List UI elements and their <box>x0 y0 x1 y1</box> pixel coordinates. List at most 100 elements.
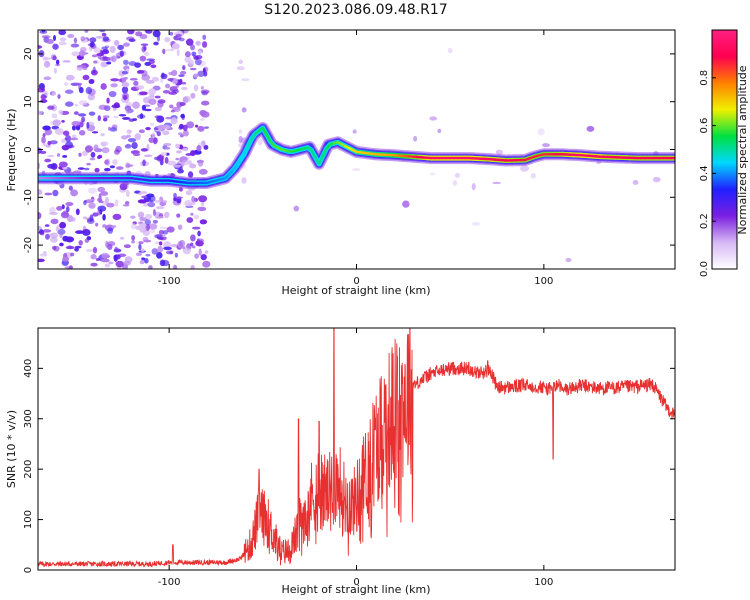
y-tick-label: 200 <box>23 460 34 479</box>
noise-blob <box>58 30 66 36</box>
noise-blob <box>174 196 184 199</box>
noise-blob <box>89 157 96 161</box>
y-tick-label: 100 <box>23 510 34 529</box>
noise-blob <box>121 92 129 100</box>
noise-blob <box>93 60 98 64</box>
noise-blob <box>52 119 61 127</box>
noise-blob <box>42 142 48 147</box>
y-tick-label: -10 <box>23 189 34 205</box>
noise-blob <box>139 191 148 194</box>
noise-blob <box>182 65 186 71</box>
ridge-core-segment <box>317 154 324 166</box>
noise-blob <box>57 153 61 157</box>
noise-blob <box>38 258 45 263</box>
noise-blob <box>123 59 129 66</box>
noise-blob <box>52 55 57 61</box>
noise-blob <box>116 56 121 59</box>
noise-blob <box>137 199 147 204</box>
colorbar-ticks: 0.0 0.2 0.4 0.6 0.8 <box>699 70 716 277</box>
noise-blob <box>179 123 184 130</box>
noise-blob <box>114 199 119 207</box>
noise-blob <box>131 234 135 241</box>
noise-blob <box>121 81 130 88</box>
noise-blob <box>177 224 183 230</box>
noise-blob <box>86 122 90 129</box>
noise-blob <box>190 92 196 99</box>
noise-blob <box>130 223 137 230</box>
noise-blob <box>176 150 182 154</box>
ridge-core-segment <box>242 145 250 156</box>
noise-blob <box>168 71 173 76</box>
noise-blob <box>79 121 84 128</box>
colorbar-tick-label: 0.4 <box>699 165 710 181</box>
noise-blob <box>91 131 99 134</box>
noise-blob <box>44 158 52 163</box>
noise-blob <box>102 36 110 42</box>
noise-blob <box>121 116 131 120</box>
noise-blob <box>95 222 99 227</box>
noise-blob <box>204 250 209 254</box>
noise-blob <box>65 74 75 81</box>
noise-blob <box>135 31 143 37</box>
noise-blob <box>71 134 77 139</box>
noise-blob <box>83 200 87 206</box>
noise-blob <box>47 105 55 110</box>
noise-blob <box>537 128 545 136</box>
noise-blob <box>59 221 67 229</box>
noise-blob <box>101 46 108 50</box>
noise-blob <box>81 116 86 123</box>
noise-blob <box>156 215 164 219</box>
noise-blob <box>148 223 158 230</box>
noise-blob <box>78 240 83 246</box>
noise-blob <box>163 241 172 249</box>
noise-blob <box>61 119 65 123</box>
noise-blob <box>88 187 97 194</box>
snr-background <box>38 328 675 570</box>
noise-blob <box>92 212 99 217</box>
noise-blob <box>186 121 195 129</box>
noise-blob <box>108 90 117 98</box>
noise-blob <box>492 181 502 185</box>
noise-blob <box>146 58 156 61</box>
noise-blob <box>109 45 116 54</box>
noise-blob <box>126 129 132 134</box>
noise-blob <box>130 215 136 219</box>
noise-blob <box>49 232 59 239</box>
noise-blob <box>38 212 42 220</box>
noise-blob <box>163 142 172 147</box>
noise-blob <box>193 84 199 92</box>
noise-blob <box>97 154 103 159</box>
noise-blob <box>90 151 96 158</box>
noise-blob <box>126 134 131 138</box>
y-tick-label: 20 <box>23 48 34 61</box>
noise-blob <box>73 111 79 115</box>
noise-blob <box>66 205 70 213</box>
snr-x-label: Height of straight line (km) <box>281 583 430 596</box>
noise-blob <box>164 211 170 218</box>
snr-x-axis: -100 0 100 <box>158 328 553 588</box>
noise-blob <box>62 235 69 242</box>
noise-blob <box>184 51 191 58</box>
noise-blob <box>70 43 80 48</box>
ridge-core-segment <box>321 147 328 158</box>
noise-blob <box>151 132 156 139</box>
noise-blob <box>148 88 156 96</box>
ridge-core-segment <box>261 126 268 136</box>
noise-blob <box>140 248 145 252</box>
noise-blob <box>180 113 185 119</box>
noise-blob <box>293 205 300 212</box>
noise-blob <box>151 76 160 82</box>
noise-blob <box>85 86 93 95</box>
spectrogram-ridge <box>38 122 675 189</box>
noise-blob <box>38 162 41 170</box>
noise-blob <box>85 249 95 252</box>
noise-blob <box>38 45 43 49</box>
y-tick-label: -20 <box>23 237 34 253</box>
noise-blob <box>162 48 166 55</box>
noise-blob <box>41 136 46 144</box>
noise-blob <box>49 140 58 145</box>
noise-blob <box>471 183 476 191</box>
noise-blob <box>193 214 200 220</box>
noise-blob <box>153 41 159 46</box>
